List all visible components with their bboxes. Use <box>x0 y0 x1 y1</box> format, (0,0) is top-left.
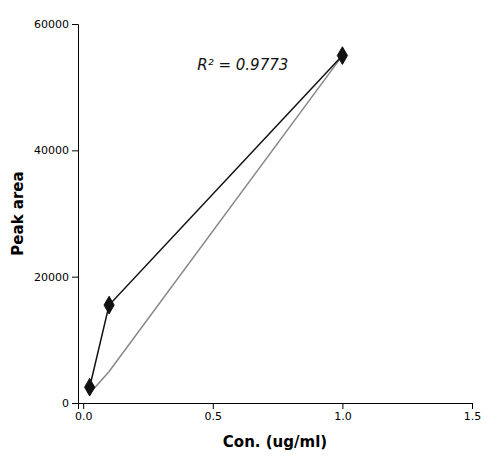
x-axis-title: Con. (ug/ml) <box>223 433 327 451</box>
tick-mark <box>342 403 343 409</box>
tick: 0.0 <box>75 403 93 423</box>
tick: 1.0 <box>334 403 352 423</box>
tick: 1.5 <box>464 403 482 423</box>
tick: 40000 <box>34 144 78 157</box>
tick-mark <box>72 150 78 151</box>
chart: 0.0 0.5 1.0 1.5 0 20000 40000 60000 R² = 0.9773 C… <box>0 0 500 459</box>
series-line <box>90 56 343 388</box>
plot: 0.0 0.5 1.0 1.5 0 20000 40000 60000 R² = 0.9773 <box>34 18 481 423</box>
tick-label: 60000 <box>34 18 69 31</box>
tick-label: 20000 <box>34 271 69 284</box>
marker <box>85 378 95 396</box>
y-axis-line <box>72 25 79 404</box>
y-axis: 0 20000 40000 60000 <box>34 18 79 410</box>
tick-mark <box>213 403 214 409</box>
tick-label: 0.5 <box>205 410 223 423</box>
tick-mark <box>472 403 473 409</box>
marker <box>337 47 347 65</box>
tick-mark <box>72 403 78 404</box>
tick-label: 1.0 <box>334 410 352 423</box>
marks <box>85 47 348 396</box>
series-line <box>90 56 343 394</box>
tick: 0 <box>62 397 78 410</box>
tick-label: 0 <box>62 397 69 410</box>
x-axis-line <box>79 404 473 410</box>
x-axis: 0.0 0.5 1.0 1.5 <box>75 403 481 423</box>
marker <box>104 296 114 314</box>
tick: 60000 <box>34 18 78 31</box>
tick-mark <box>83 403 84 409</box>
tick-label: 1.5 <box>464 410 482 423</box>
y-axis-title: Peak area <box>9 171 27 255</box>
tick-label: 0.0 <box>75 410 93 423</box>
annotation: R² = 0.9773 <box>197 56 288 74</box>
tick-mark <box>72 277 78 278</box>
tick: 20000 <box>34 271 78 284</box>
tick-mark <box>72 24 78 25</box>
tick-label: 40000 <box>34 144 69 157</box>
tick: 0.5 <box>205 403 223 423</box>
